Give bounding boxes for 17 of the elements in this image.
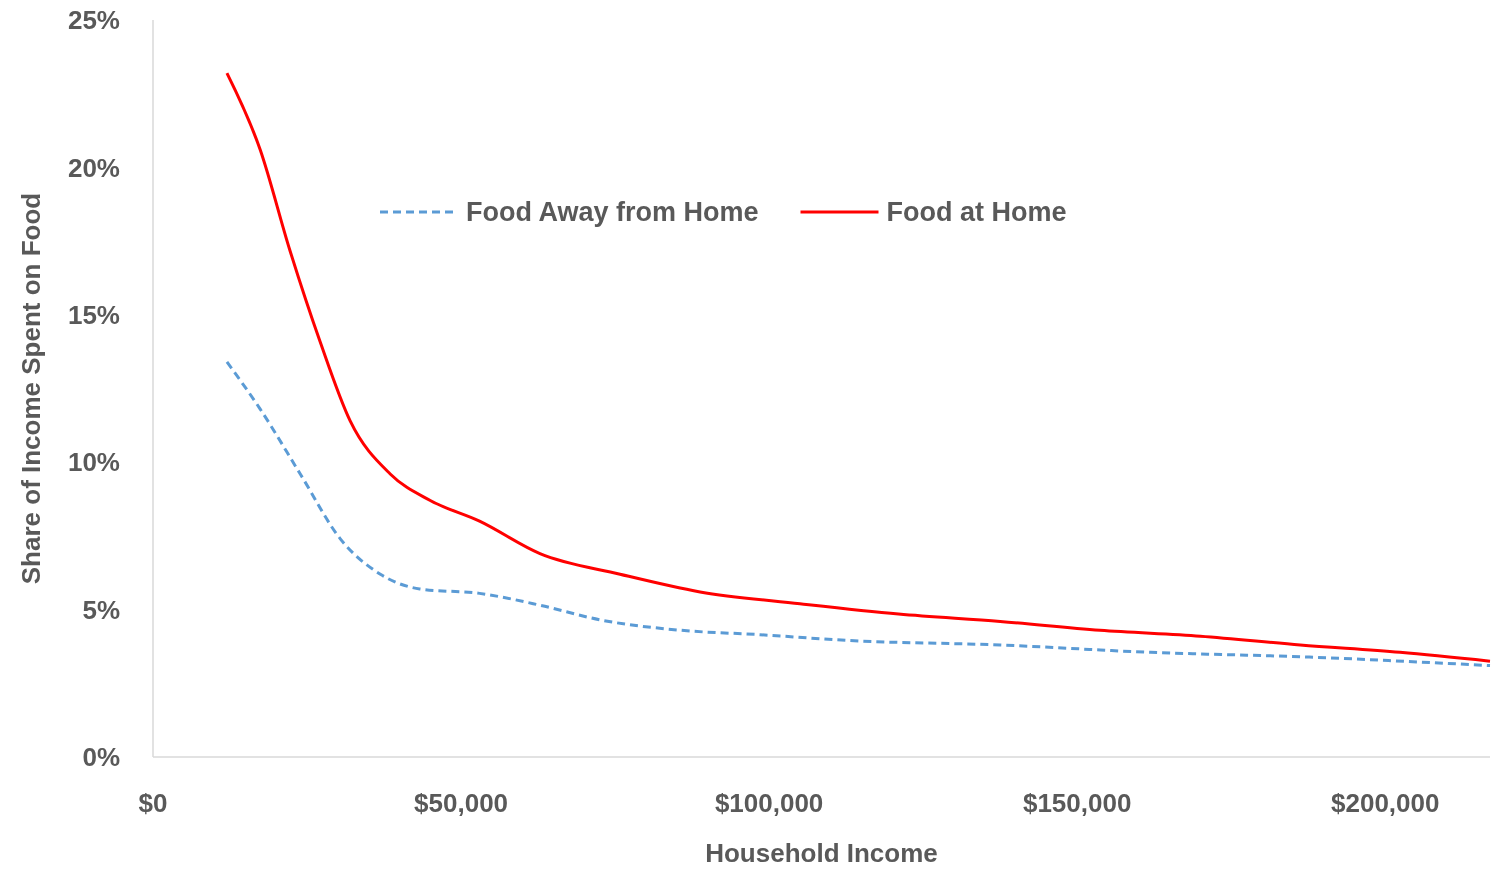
y-tick-label: 5%	[82, 594, 120, 625]
y-tick-label: 25%	[67, 5, 120, 36]
legend-label: Food Away from Home	[466, 197, 759, 228]
legend-label: Food at Home	[886, 197, 1067, 228]
x-tick-label: $0	[138, 788, 168, 818]
line-series	[225, 71, 1491, 663]
y-tick-label: 10%	[67, 447, 120, 478]
x-tick-label: $150,000	[1022, 788, 1132, 818]
y-tick-label: 15%	[67, 299, 120, 330]
x-axis-title: Household Income	[705, 838, 938, 868]
y-tick-label: 20%	[67, 152, 120, 183]
x-tick-label: $200,000	[1331, 788, 1440, 818]
line-series	[225, 360, 1491, 668]
x-tick-label: $100,000	[714, 788, 824, 818]
x-tick-label: $50,000	[414, 788, 509, 818]
y-tick-label: 0%	[82, 742, 120, 773]
y-axis-title: Share of Income Spent on Food	[16, 192, 46, 585]
